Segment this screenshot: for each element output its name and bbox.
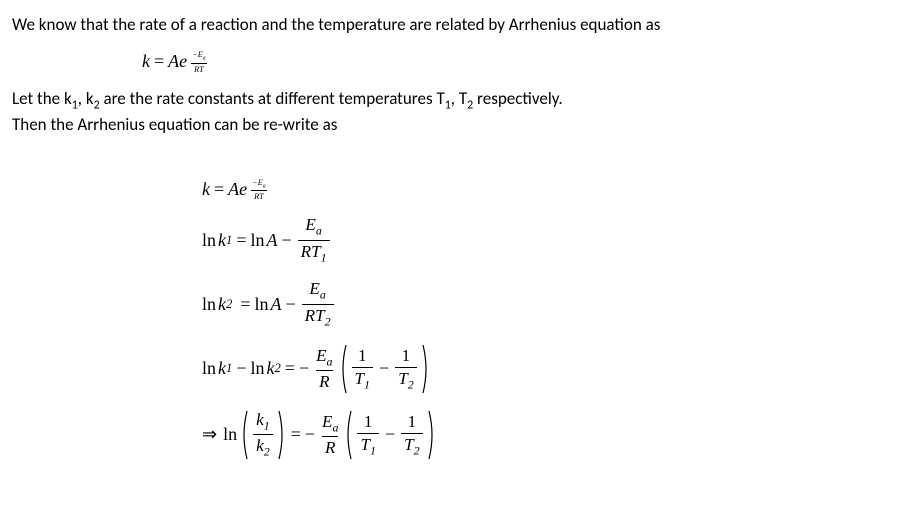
equals: =: [154, 51, 164, 72]
rewrite-paragraph: Then the Arrhenius equation can be re-wr…: [12, 114, 887, 136]
var-k: k: [142, 51, 150, 72]
eq-line-4: ln k1 − ln k2 = − Ea R 1 T1 − 1 T2: [202, 343, 887, 395]
big-paren-k: k1 k2: [239, 409, 287, 461]
exponent-frac: −Ea RT: [189, 50, 208, 74]
intro-text: We know that the rate of a reaction and …: [12, 14, 660, 35]
arrhenius-equation-1: k = A e −Ea RT: [142, 50, 887, 74]
eq-line-1: k = A e −Ea RT: [202, 178, 887, 202]
intro-paragraph: We know that the rate of a reaction and …: [12, 14, 887, 36]
eq-line-2: ln k1 = ln A − Ea RT1: [202, 215, 887, 265]
big-paren-2: 1 T1 − 1 T2: [343, 409, 436, 461]
var-A: A: [168, 51, 179, 72]
big-paren-1: 1 T1 − 1 T2: [338, 343, 431, 395]
var-e: e: [179, 51, 187, 72]
implies-arrow: ⇒: [202, 424, 217, 445]
derivation-block: k = A e −Ea RT ln k1 = ln A − Ea RT1 ln …: [202, 178, 887, 461]
let-paragraph: Let the k1, k2 are the rate constants at…: [12, 88, 887, 114]
eq-line-5: ⇒ ln k1 k2 = − Ea R 1 T1: [202, 409, 887, 461]
eq-line-3: ln k2 = ln A − Ea RT2: [202, 279, 887, 329]
